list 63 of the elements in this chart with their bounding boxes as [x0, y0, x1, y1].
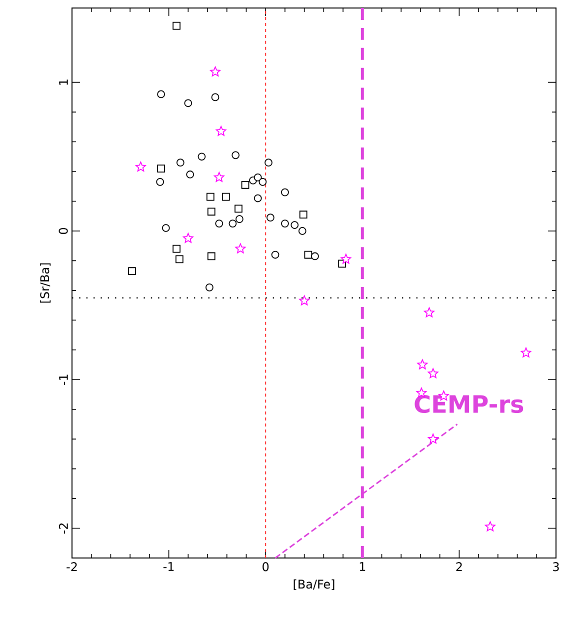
point	[228, 220, 237, 228]
point	[484, 521, 496, 532]
point	[281, 188, 289, 196]
point	[417, 359, 428, 370]
point	[172, 22, 180, 30]
point	[162, 224, 170, 232]
point	[211, 93, 220, 102]
point	[184, 99, 192, 108]
point	[299, 210, 308, 219]
point	[290, 221, 299, 229]
point	[281, 220, 289, 228]
point	[156, 178, 164, 186]
x-tick-label: 1	[360, 562, 366, 571]
y-tick-label: 0	[58, 228, 68, 234]
y-axis-title: [Sr/Ba]	[40, 263, 51, 303]
x-tick-label: -2	[66, 562, 77, 572]
x-tick-label: 0	[262, 562, 269, 572]
x-tick-label: -1	[163, 562, 174, 571]
point	[214, 172, 224, 182]
point	[266, 214, 274, 222]
point	[424, 307, 434, 318]
point	[186, 170, 194, 178]
point	[207, 208, 216, 216]
point	[176, 158, 184, 167]
y-tick-label: 1	[59, 80, 68, 85]
point	[182, 232, 194, 243]
point	[216, 126, 226, 136]
point	[136, 162, 146, 172]
y-tick-label: -1	[59, 374, 68, 386]
point	[258, 178, 267, 186]
point	[210, 66, 220, 76]
point	[311, 252, 319, 260]
annotation: CEMP-rs	[414, 394, 524, 414]
point	[232, 151, 240, 160]
point	[271, 250, 280, 259]
point	[299, 295, 310, 306]
point	[215, 220, 224, 228]
point	[428, 434, 438, 444]
point	[428, 368, 438, 378]
point	[157, 90, 165, 98]
point	[176, 255, 184, 264]
point	[298, 227, 306, 235]
point	[520, 347, 532, 358]
point	[241, 180, 250, 189]
point	[254, 194, 262, 202]
point	[222, 192, 230, 201]
point	[264, 158, 272, 167]
point	[206, 284, 214, 292]
point	[340, 254, 352, 264]
point	[157, 164, 165, 172]
point	[235, 243, 246, 254]
point	[128, 267, 136, 276]
point	[254, 174, 262, 182]
point	[198, 152, 206, 161]
point	[172, 244, 180, 253]
point	[206, 192, 214, 201]
x-axis-title: [Ba/Fe]	[294, 579, 334, 590]
x-tick-label: 2	[456, 562, 462, 572]
point	[207, 252, 216, 260]
x-tick-label: 3	[553, 562, 559, 572]
point	[236, 215, 244, 224]
y-tick-label: -2	[58, 524, 68, 534]
point	[234, 204, 242, 213]
